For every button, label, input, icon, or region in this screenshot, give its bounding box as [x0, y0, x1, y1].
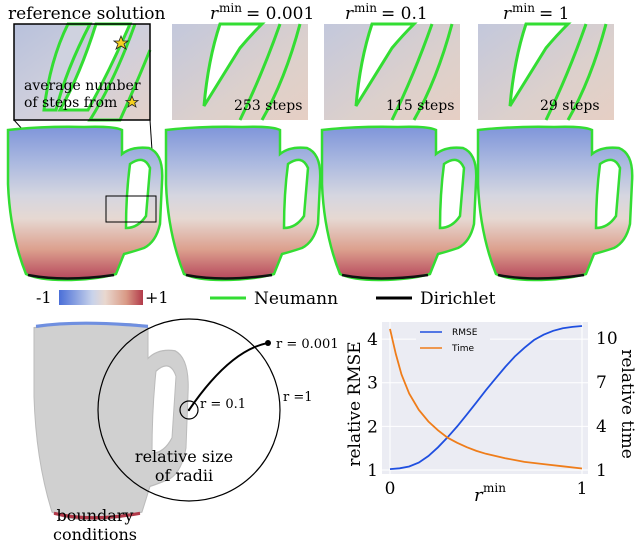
svg-text:min: min — [483, 481, 506, 495]
star-icon-small — [124, 94, 140, 108]
svg-text:= 0.001: = 0.001 — [246, 4, 314, 24]
steps-label-0001: 253 steps — [234, 98, 302, 114]
chart-xlabel: r min — [474, 481, 506, 506]
radii-caption-line1: relative size — [135, 447, 233, 466]
chart-legend: RMSE Time — [416, 324, 490, 358]
series-line-rmse — [389, 325, 583, 470]
radii-caption-line2: of radii — [155, 466, 213, 485]
zoom-panel-rmin-0001: 253 steps — [172, 22, 308, 121]
chart-y2label: relative time — [617, 349, 637, 459]
chart-ytick-label: 2 — [367, 417, 378, 437]
zoom-panel-reference: average number of steps from — [13, 22, 152, 122]
label-rmin-0001: r min = 0.001 — [210, 1, 314, 24]
svg-text:Neumann: Neumann — [254, 289, 338, 309]
radius-pointer — [188, 342, 269, 411]
svg-text:r: r — [210, 4, 219, 24]
chart-y2tick-label: 10 — [596, 329, 618, 349]
label-rmin-01: r min = 0.1 — [345, 1, 428, 24]
mug-boundary-conditions — [33, 321, 189, 521]
label-rmin-1: r min = 1 — [503, 1, 569, 24]
zoom-region-box — [105, 195, 157, 223]
svg-text:= 0.1: = 0.1 — [381, 4, 428, 24]
boundary-caption-line1: boundary — [57, 506, 134, 525]
star-icon — [112, 34, 130, 50]
mug-rmin-1 — [476, 125, 634, 282]
chart-xtick-label: 0 — [385, 479, 396, 499]
svg-text:r: r — [474, 485, 484, 506]
svg-text:min: min — [219, 1, 242, 15]
colorbar-max-label: +1 — [145, 288, 169, 307]
svg-text:r: r — [345, 4, 354, 24]
legend-neumann: Neumann — [210, 289, 338, 309]
r-0001-label: r = 0.001 — [276, 337, 339, 352]
chart-y2tick-label: 7 — [596, 373, 607, 393]
chart-grid — [382, 322, 588, 474]
chart-ytick-label: 3 — [367, 374, 378, 394]
svg-text:min: min — [354, 1, 377, 15]
svg-text:Dirichlet: Dirichlet — [420, 289, 496, 309]
chart-lines — [389, 325, 583, 470]
zoom-panel-rmin-1: 29 steps — [478, 22, 614, 121]
boundary-caption-line2: conditions — [53, 525, 137, 544]
radii-diagram: r = 0.001 r = 0.1 r =1 relative size of … — [33, 318, 339, 544]
series-line-time — [389, 328, 583, 470]
colorbar-legend: -1 +1 — [36, 288, 169, 307]
chart-ytick-label: 4 — [367, 330, 378, 350]
colorbar — [59, 290, 143, 305]
radius-circle-medium — [179, 400, 199, 420]
radius-circle-large — [97, 318, 281, 502]
svg-text:= 1: = 1 — [539, 4, 569, 24]
chart-y2tick-label: 1 — [596, 461, 607, 481]
r-01-label: r = 0.1 — [200, 397, 246, 412]
legend-dirichlet: Dirichlet — [376, 289, 496, 309]
steps-label-1: 29 steps — [540, 98, 600, 114]
steps-label-01: 115 steps — [386, 98, 454, 114]
zoom-panel-rmin-01: 115 steps — [324, 22, 460, 121]
label-reference-solution: reference solution — [8, 4, 166, 24]
chart-ytick-label: 1 — [367, 461, 378, 481]
svg-text:r: r — [503, 4, 512, 24]
legend-time-label: Time — [451, 344, 474, 354]
legend-rmse-label: RMSE — [452, 328, 478, 338]
zoom-annotation-line1: average number — [24, 78, 141, 94]
mug-reference — [6, 125, 164, 282]
mug-rmin-0001 — [164, 125, 322, 282]
zoom-annotation-line2: of steps from — [24, 95, 117, 111]
r-1-label: r =1 — [283, 390, 313, 405]
mug-rmin-01 — [320, 125, 478, 282]
chart-ylabel: relative RMSE — [345, 341, 365, 466]
chart-y2tick-label: 4 — [596, 417, 607, 437]
svg-text:min: min — [512, 1, 535, 15]
colorbar-min-label: -1 — [36, 288, 52, 307]
chart-xtick-label: 1 — [577, 479, 588, 499]
